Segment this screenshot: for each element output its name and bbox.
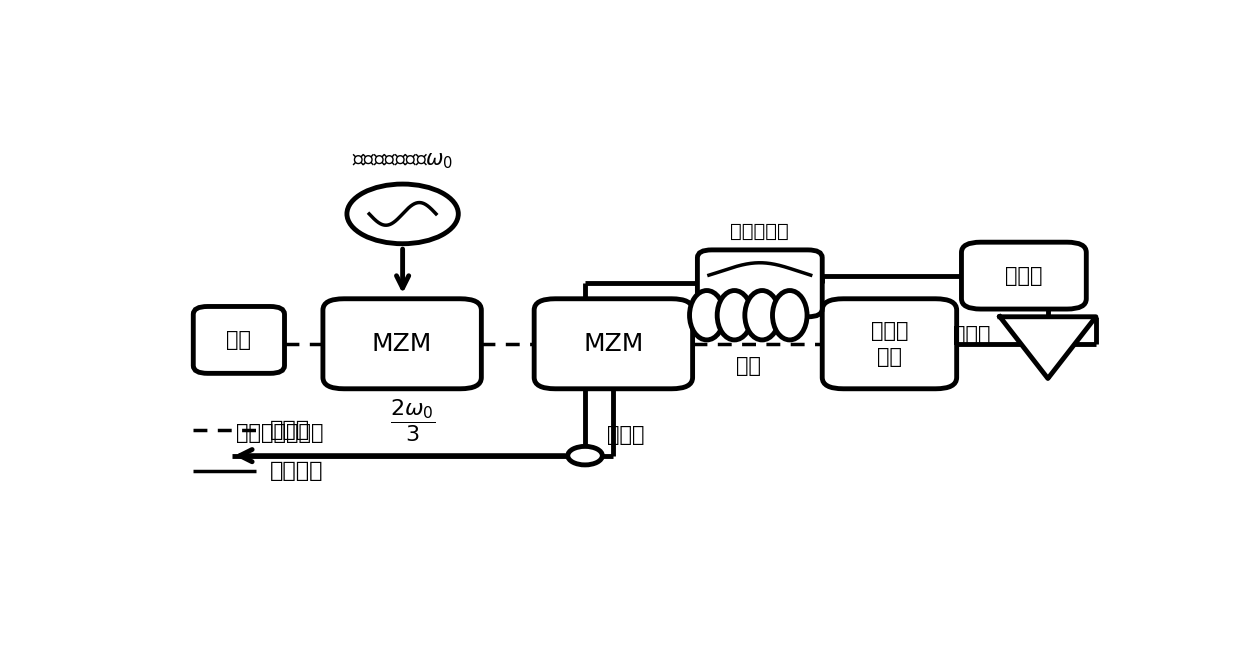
Polygon shape <box>1000 317 1097 379</box>
Text: 光纤: 光纤 <box>736 356 761 376</box>
Circle shape <box>347 184 458 244</box>
Circle shape <box>567 446 602 465</box>
FancyBboxPatch shape <box>534 299 693 389</box>
Text: MZM: MZM <box>584 332 643 356</box>
Text: 带通滤波器: 带通滤波器 <box>731 222 789 240</box>
FancyBboxPatch shape <box>961 242 1087 309</box>
FancyBboxPatch shape <box>193 307 285 373</box>
Text: $\dfrac{2\omega_0}{3}$: $\dfrac{2\omega_0}{3}$ <box>390 397 435 444</box>
FancyBboxPatch shape <box>698 250 823 317</box>
FancyBboxPatch shape <box>323 299 481 389</box>
Text: 移相器: 移相器 <box>1005 266 1043 286</box>
Ellipse shape <box>717 291 752 340</box>
Ellipse shape <box>772 291 807 340</box>
Text: 光通道: 光通道 <box>270 420 310 440</box>
Text: 功分器: 功分器 <box>607 426 644 446</box>
Text: 微波通道: 微波通道 <box>270 461 323 481</box>
Ellipse shape <box>690 291 724 340</box>
Text: 光电探
测器: 光电探 测器 <box>871 321 908 367</box>
Ellipse shape <box>745 291 779 340</box>
FancyBboxPatch shape <box>823 299 957 389</box>
Text: 待分频信号输入$\omega_0$: 待分频信号输入$\omega_0$ <box>352 151 453 171</box>
Text: 放大器: 放大器 <box>953 325 990 345</box>
Text: 光源: 光源 <box>227 330 252 350</box>
Text: 分频后信号输出: 分频后信号输出 <box>237 423 323 443</box>
Text: MZM: MZM <box>372 332 432 356</box>
